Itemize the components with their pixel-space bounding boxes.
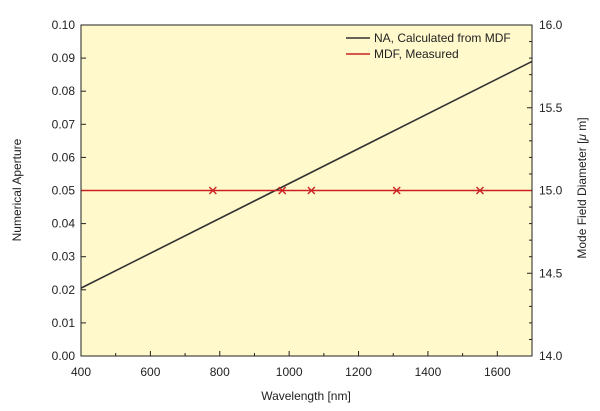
y-axis-title: Numerical Aperture <box>10 138 24 241</box>
x-tick-label: 1200 <box>345 365 372 379</box>
series-na-line <box>80 60 533 289</box>
y2-tick-labels: 14.0 14.5 15.0 15.5 16.0 <box>539 18 563 363</box>
x-tick-label: 400 <box>71 365 91 379</box>
legend-label-na: NA, Calculated from MDF <box>374 31 511 45</box>
x-tick-label: 1600 <box>484 365 511 379</box>
legend-label-mdf: MDF, Measured <box>374 47 459 61</box>
y-tick-label: 0.05 <box>52 184 76 198</box>
x-tick-label: 800 <box>210 365 230 379</box>
x-axis-title: Wavelength [nm] <box>261 389 351 403</box>
y2-axis-title-prefix: Mode Field Diameter [ <box>575 140 589 259</box>
y2-tick-label: 14.0 <box>539 349 563 363</box>
plot-frame <box>80 24 533 357</box>
y2-axis-title-mu: μ <box>575 134 589 142</box>
y-tick-label: 0.10 <box>52 18 76 32</box>
y-tick-label: 0.04 <box>52 217 76 231</box>
y-tick-label: 0.07 <box>52 117 76 131</box>
y-tick-label: 0.06 <box>52 150 76 164</box>
x-tick-label: 1400 <box>415 365 442 379</box>
y2-tick-label: 15.0 <box>539 184 563 198</box>
y-tick-labels: 0.00 0.01 0.02 0.03 0.04 0.05 0.06 0.07 0.08 0.09… <box>52 18 76 363</box>
mdf-marker <box>307 186 316 195</box>
y2-axis-title-unit: m] <box>575 117 589 134</box>
y2-tick-label: 15.5 <box>539 101 563 115</box>
legend: NA, Calculated from MDF MDF, Measured <box>346 31 511 61</box>
mdf-marker <box>208 186 217 195</box>
mdf-marker <box>392 186 401 195</box>
x-tick-label: 1000 <box>276 365 303 379</box>
y-tick-label: 0.08 <box>52 84 76 98</box>
series-layer <box>80 60 533 289</box>
y2-axis-title: Mode Field Diameter [μ m] <box>575 117 589 258</box>
y-tick-label: 0.09 <box>52 51 76 65</box>
y-tick-label: 0.02 <box>52 283 76 297</box>
y2-tick-label: 16.0 <box>539 18 563 32</box>
x-tick-labels: 400 600 800 1000 1200 1400 1600 <box>71 365 511 379</box>
mdf-marker <box>475 186 484 195</box>
y-tick-label: 0.03 <box>52 250 76 264</box>
mdf-marker <box>278 186 287 195</box>
y2-tick-label: 14.5 <box>539 266 563 280</box>
y-tick-label: 0.00 <box>52 349 76 363</box>
x-tick-label: 600 <box>140 365 160 379</box>
y-tick-label: 0.01 <box>52 316 76 330</box>
